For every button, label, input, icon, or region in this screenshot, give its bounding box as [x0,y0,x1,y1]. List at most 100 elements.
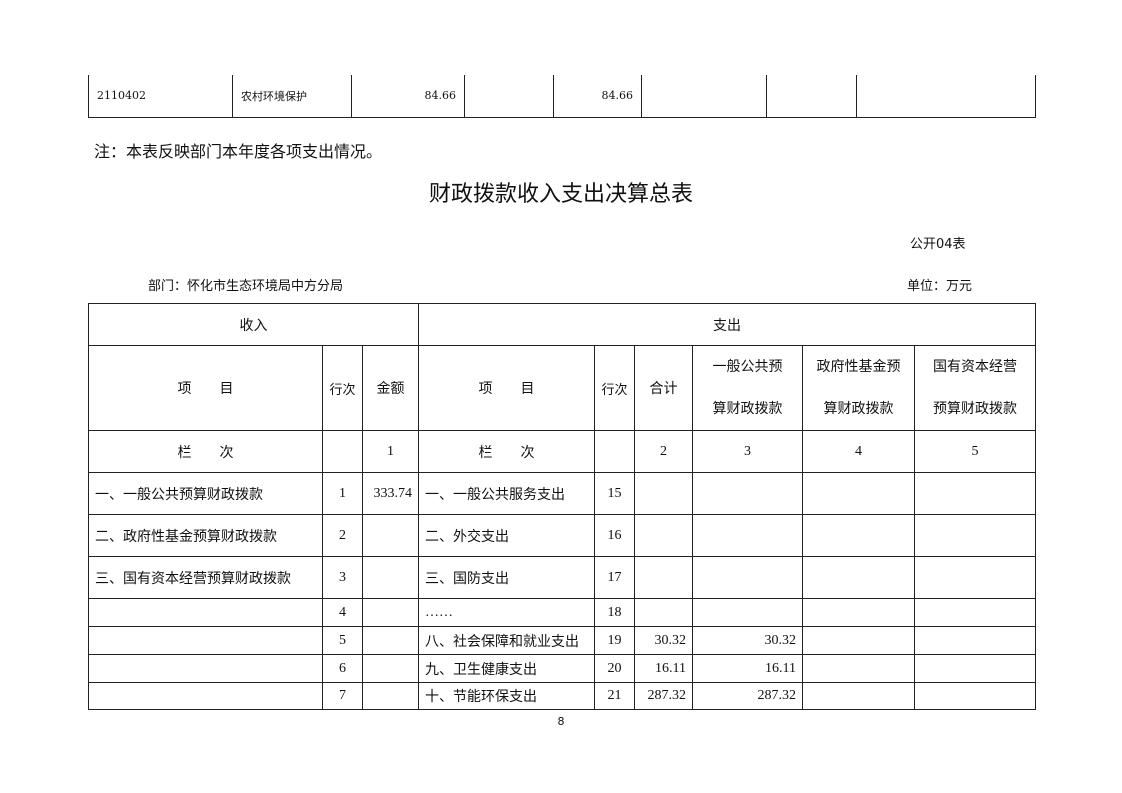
amount-header: 金额 [361,345,420,431]
general-cell: 16.11 [692,654,804,683]
header-line: 算财政拨款 [712,401,783,417]
header-line: 政府性基金预 [816,359,901,375]
state-cell [914,472,1037,515]
expense-header: 支出 [418,303,1037,346]
table-row: 2110402 农村环境保护 84.66 84.66 [88,75,1036,118]
total-cell: 16.11 [634,654,694,683]
column-label: 栏 次 [418,430,596,473]
table-row: 5 八、社会保障和就业支出 19 30.32 30.32 [88,626,1037,655]
cell [641,75,767,118]
page-number: 8 [557,715,565,728]
fund-cell [802,654,916,683]
fund-cell [802,472,916,515]
general-cell [692,514,804,557]
column-number: 1 [361,430,420,473]
in-no-cell: 5 [322,626,363,655]
in-no-cell: 1 [322,472,363,515]
state-cell [914,598,1037,627]
table-row: 一、一般公共预算财政拨款 1 333.74 一、一般公共服务支出 15 [88,472,1037,515]
cell [594,430,636,473]
in-item-cell [88,654,323,683]
out-item-cell: 二、外交支出 [418,514,596,557]
line-no-header: 行次 [322,345,363,431]
table-row: 二、政府性基金预算财政拨款 2 二、外交支出 16 [88,514,1037,557]
fund-cell [802,514,916,557]
in-no-cell: 2 [322,514,363,557]
out-item-cell: 一、一般公共服务支出 [418,472,596,515]
table-row: 7 十、节能环保支出 21 287.32 287.32 [88,682,1037,710]
fund-cell [802,556,916,599]
in-item-cell: 三、国有资本经营预算财政拨款 [88,556,323,599]
out-item-cell: …… [418,598,596,627]
fund-cell [802,598,916,627]
previous-table-tail: 2110402 农村环境保护 84.66 84.66 [88,75,1036,118]
out-no-cell: 21 [594,682,636,710]
in-no-cell: 4 [322,598,363,627]
out-no-cell: 19 [594,626,636,655]
in-item-cell [88,682,323,710]
general-cell [692,472,804,515]
in-item-cell [88,626,323,655]
note: 注：本表反映部门本年度各项支出情况。 [94,142,383,161]
out-item-cell: 三、国防支出 [418,556,596,599]
state-cell [914,626,1037,655]
unit: 单位：万元 [907,279,973,294]
fund-cell [802,682,916,710]
cell [856,75,1036,118]
state-capital-header: 国有资本经营 预算财政拨款 [914,345,1037,431]
out-no-cell: 17 [594,556,636,599]
income-header: 收入 [87,303,420,346]
code-cell: 2110402 [88,75,233,118]
cell: 84.66 [553,75,642,118]
header-line: 预算财政拨款 [933,401,1018,417]
in-amt-cell [361,654,420,683]
state-cell [914,514,1037,557]
cell [322,430,363,473]
in-item-cell: 二、政府性基金预算财政拨款 [88,514,323,557]
department: 部门：怀化市生态环境局中方分局 [148,279,344,294]
header-line: 算财政拨款 [823,401,894,417]
in-amt-cell [361,626,420,655]
general-cell: 30.32 [692,626,804,655]
total-header: 合计 [634,345,694,431]
item-header: 项 目 [88,345,323,431]
header-line: 国有资本经营 [933,359,1018,375]
in-no-cell: 6 [322,654,363,683]
total-cell: 84.66 [351,75,465,118]
cell [464,75,554,118]
item-header: 项 目 [418,345,596,431]
general-budget-header: 一般公共预算财政拨款 [692,345,804,431]
in-amt-cell [361,514,420,557]
in-amt-cell: 333.74 [361,472,420,515]
out-no-cell: 15 [594,472,636,515]
out-item-cell: 八、社会保障和就业支出 [418,626,596,655]
state-cell [914,654,1037,683]
general-cell [692,598,804,627]
column-number: 2 [634,430,694,473]
table-row: 6 九、卫生健康支出 20 16.11 16.11 [88,654,1037,683]
out-no-cell: 16 [594,514,636,557]
in-item-cell: 一、一般公共预算财政拨款 [88,472,323,515]
total-cell [634,514,694,557]
in-item-cell [88,598,323,627]
column-number: 5 [914,430,1037,473]
state-cell [914,556,1037,599]
general-cell: 287.32 [692,682,804,710]
in-amt-cell [361,682,420,710]
column-label: 栏 次 [88,430,323,473]
out-no-cell: 20 [594,654,636,683]
header-line: 一般公共预 [712,359,783,375]
column-number: 3 [692,430,804,473]
in-amt-cell [361,556,420,599]
in-no-cell: 7 [322,682,363,710]
page-title: 财政拨款收入支出决算总表 [428,182,693,207]
total-cell: 30.32 [634,626,694,655]
fund-budget-header: 政府性基金预 算财政拨款 [802,345,916,431]
form-number: 公开04表 [910,237,966,252]
out-no-cell: 18 [594,598,636,627]
table-row: 三、国有资本经营预算财政拨款 3 三、国防支出 17 [88,556,1037,599]
in-no-cell: 3 [322,556,363,599]
name-cell: 农村环境保护 [232,75,352,118]
line-no-header: 行次 [594,345,636,431]
out-item-cell: 十、节能环保支出 [418,682,596,710]
